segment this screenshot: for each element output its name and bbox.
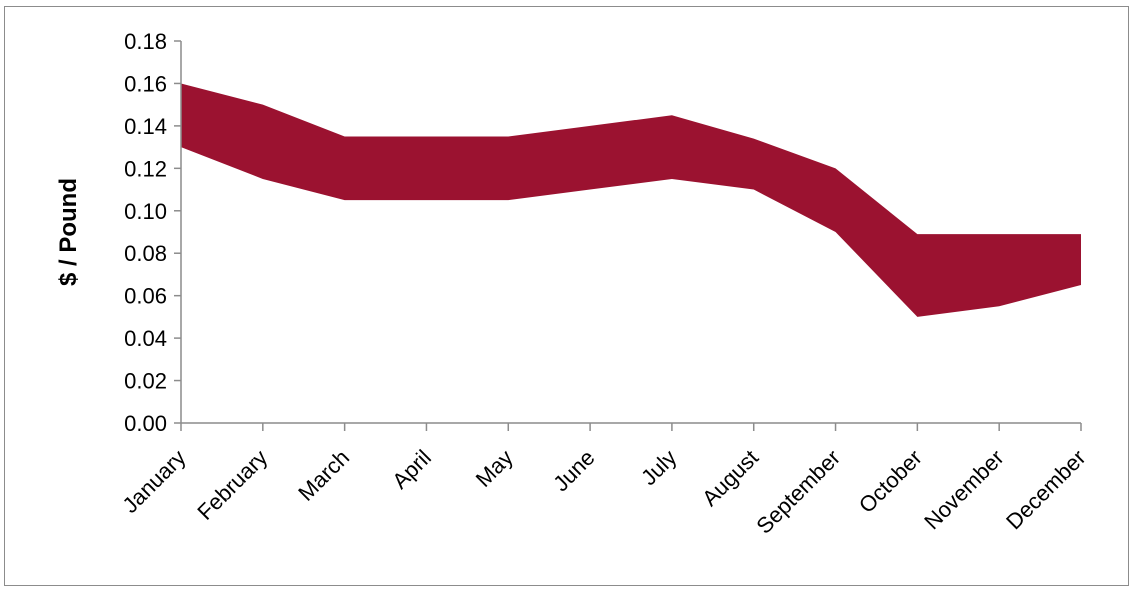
x-tick-label: October bbox=[854, 445, 927, 518]
x-tick-label: January bbox=[118, 445, 191, 518]
x-tick-label: July bbox=[636, 445, 681, 490]
y-tick-label: 0.18 bbox=[124, 29, 167, 54]
y-tick-label: 0.16 bbox=[124, 71, 167, 96]
x-tick-label: February bbox=[192, 445, 272, 525]
y-tick-label: 0.10 bbox=[124, 199, 167, 224]
x-tick-label: November bbox=[919, 445, 1008, 534]
x-tick-label: June bbox=[548, 445, 599, 496]
y-axis-title: $ / Pound bbox=[55, 178, 82, 286]
y-tick-label: 0.08 bbox=[124, 241, 167, 266]
x-tick-label: April bbox=[387, 445, 436, 494]
y-tick-label: 0.00 bbox=[124, 411, 167, 436]
x-tick-label: May bbox=[471, 445, 518, 492]
x-tick-label: March bbox=[293, 445, 354, 506]
x-tick-label: August bbox=[697, 445, 763, 511]
y-tick-label: 0.12 bbox=[124, 156, 167, 181]
y-tick-label: 0.02 bbox=[124, 369, 167, 394]
price-range-band bbox=[181, 83, 1081, 317]
x-tick-label: September bbox=[751, 445, 845, 539]
y-tick-label: 0.14 bbox=[124, 114, 167, 139]
y-tick-label: 0.04 bbox=[124, 326, 167, 351]
x-tick-label: December bbox=[1001, 445, 1090, 534]
y-tick-label: 0.06 bbox=[124, 284, 167, 309]
